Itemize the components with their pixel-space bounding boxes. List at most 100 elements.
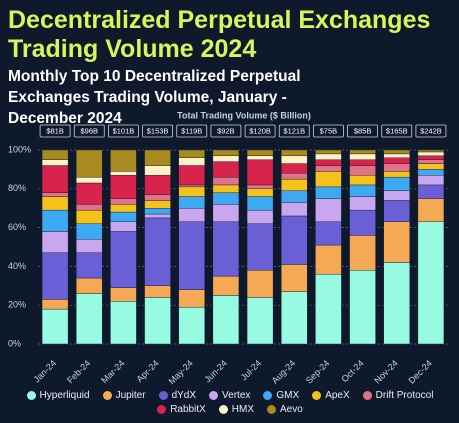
bar-segment — [41, 159, 69, 166]
bar-segment — [212, 184, 240, 193]
bar-segment — [212, 221, 240, 277]
bar-segment — [281, 215, 308, 265]
legend-swatch — [209, 391, 219, 400]
bar-segment — [383, 190, 410, 201]
bar-segment — [315, 171, 342, 188]
bar-segment — [76, 149, 103, 178]
bar-segment — [76, 252, 103, 279]
total-label-box — [142, 124, 173, 138]
bar-segment — [349, 209, 376, 236]
y-tick-label: 60% — [8, 222, 26, 232]
total-label: $153B — [147, 126, 169, 135]
bar-segment — [281, 178, 308, 191]
legend-item: GMX — [263, 390, 299, 401]
legend-item: ApeX — [312, 390, 350, 401]
bar-segment — [349, 235, 376, 271]
bar-segment — [76, 176, 103, 184]
bar-segment — [144, 285, 171, 298]
bar-segment — [246, 297, 274, 345]
bar-segment — [144, 207, 171, 215]
y-tick-label: 20% — [8, 300, 26, 310]
total-label-box — [176, 124, 208, 138]
legend-label: GMX — [276, 390, 300, 401]
bar-segment — [212, 275, 240, 296]
bar-segment — [383, 176, 410, 191]
x-tick-label: Jun-24 — [202, 358, 229, 385]
bar-segment — [41, 231, 69, 254]
y-tick-label: 0% — [8, 338, 21, 348]
bar-segment — [417, 155, 445, 160]
total-label-box — [347, 124, 378, 138]
legend-item: Jupiter — [102, 390, 146, 401]
bar-segment — [41, 299, 69, 310]
bar-segment — [417, 163, 445, 170]
bar-segment — [212, 161, 240, 178]
total-label-box — [108, 124, 139, 138]
bar-segment — [246, 149, 274, 157]
bar-segment — [41, 252, 69, 300]
legend-label: Hyperliquid — [39, 390, 90, 401]
bar-segment — [281, 190, 308, 203]
bar-segment — [315, 186, 342, 199]
legend-label: dYdX — [171, 390, 197, 401]
legend-label: Vertex — [222, 390, 251, 401]
total-label: $101B — [113, 126, 135, 135]
bar-segment — [144, 297, 171, 345]
bar-segment — [178, 289, 205, 308]
bar-segment — [110, 231, 137, 288]
bar-segment — [417, 159, 445, 164]
bar-segment — [76, 223, 103, 240]
bar-segment — [76, 293, 103, 345]
legend-label: Aevo — [280, 404, 303, 415]
bar-segment — [110, 211, 137, 222]
chart-subtitle: Monthly Top 10 Decentralized Perpetual E… — [8, 68, 301, 127]
bar-segment — [315, 198, 342, 222]
bar-segment — [383, 171, 410, 178]
total-label: $75B — [320, 126, 338, 135]
bar-segment — [178, 196, 205, 209]
bar-segment — [417, 149, 445, 153]
bar-segment — [144, 165, 171, 176]
legend-item: HMX — [218, 404, 254, 415]
bar-segment — [212, 295, 240, 345]
bar-segment — [178, 186, 205, 197]
bar-segment — [76, 182, 103, 205]
bar-segment — [212, 149, 240, 157]
bar-segment — [144, 217, 171, 286]
bar-segment — [383, 157, 410, 164]
total-label-box — [381, 124, 413, 138]
legend-label: Jupiter — [115, 390, 146, 401]
legend: Hyperliquid Jupiter dYdX Vertex GMX ApeX Drift… — [10, 390, 450, 415]
bar-segment — [110, 149, 137, 172]
total-label-box — [313, 124, 344, 138]
bar-segment — [383, 163, 410, 172]
bar-segment — [76, 204, 103, 211]
total-label-box — [73, 124, 105, 138]
bar-segment — [349, 153, 376, 160]
bar-segment — [246, 188, 274, 197]
total-label: $121B — [283, 126, 305, 135]
bar-segment — [246, 209, 274, 224]
total-label: $96B — [80, 126, 98, 135]
bar-segment — [281, 149, 308, 157]
legend-swatch — [312, 391, 322, 400]
total-label-box — [210, 124, 242, 138]
bar-segment — [178, 184, 205, 188]
total-label-box — [39, 124, 71, 138]
bar-segment — [110, 301, 137, 345]
bar-segment — [178, 207, 205, 222]
bar-segment — [281, 264, 308, 292]
bar-segment — [281, 173, 308, 180]
bar-segment — [110, 198, 137, 205]
bar-segment — [383, 149, 410, 155]
total-label: $119B — [181, 126, 202, 135]
bar-segment — [246, 159, 274, 186]
bar-segment — [315, 165, 342, 172]
x-tick-label: Jul-24 — [239, 358, 263, 382]
bar-segment — [349, 196, 376, 211]
bar-segment — [144, 200, 171, 209]
y-tick-label: 40% — [8, 261, 26, 271]
legend-item: Vertex — [209, 390, 250, 401]
bar-segment — [315, 153, 342, 160]
